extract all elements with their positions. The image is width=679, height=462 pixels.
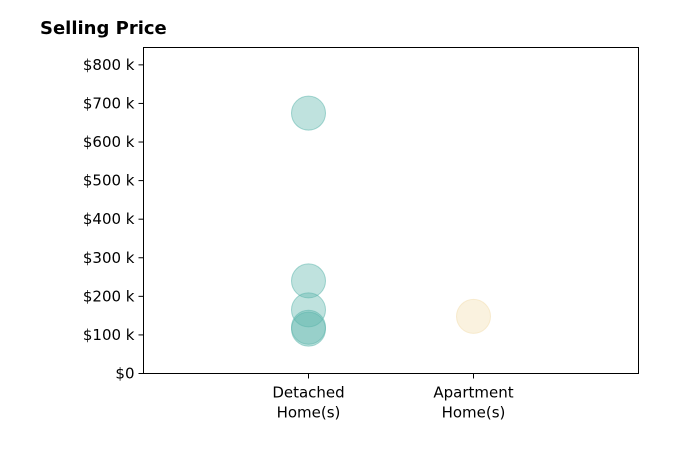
data-point: [291, 311, 326, 347]
y-tick-label: $0: [115, 365, 134, 383]
y-tick-label: $700 k: [83, 94, 135, 112]
y-tick-label: $400 k: [83, 210, 135, 228]
y-axis: $0 $100 k $200 k $300 k $400 k $500 k $600 k $7…: [83, 56, 144, 383]
plot-area-frame: [143, 47, 639, 374]
y-tick-label: $300 k: [83, 249, 135, 267]
x-tick-label: Apartment Home(s): [433, 384, 513, 422]
data-point: [456, 298, 491, 334]
y-tick-label: $500 k: [83, 172, 135, 190]
x-tick-label: Detached Home(s): [272, 384, 344, 422]
chart-title: Selling Price: [40, 18, 167, 39]
data-point: [291, 263, 326, 299]
y-tick-label: $800 k: [83, 56, 135, 74]
y-tick-label: $100 k: [83, 326, 135, 344]
y-tick-label: $200 k: [83, 287, 135, 305]
x-axis: Detached Home(s) Apartment Home(s): [272, 373, 514, 422]
data-points: [291, 95, 491, 347]
y-tick-label: $600 k: [83, 133, 135, 151]
data-point: [291, 95, 326, 131]
